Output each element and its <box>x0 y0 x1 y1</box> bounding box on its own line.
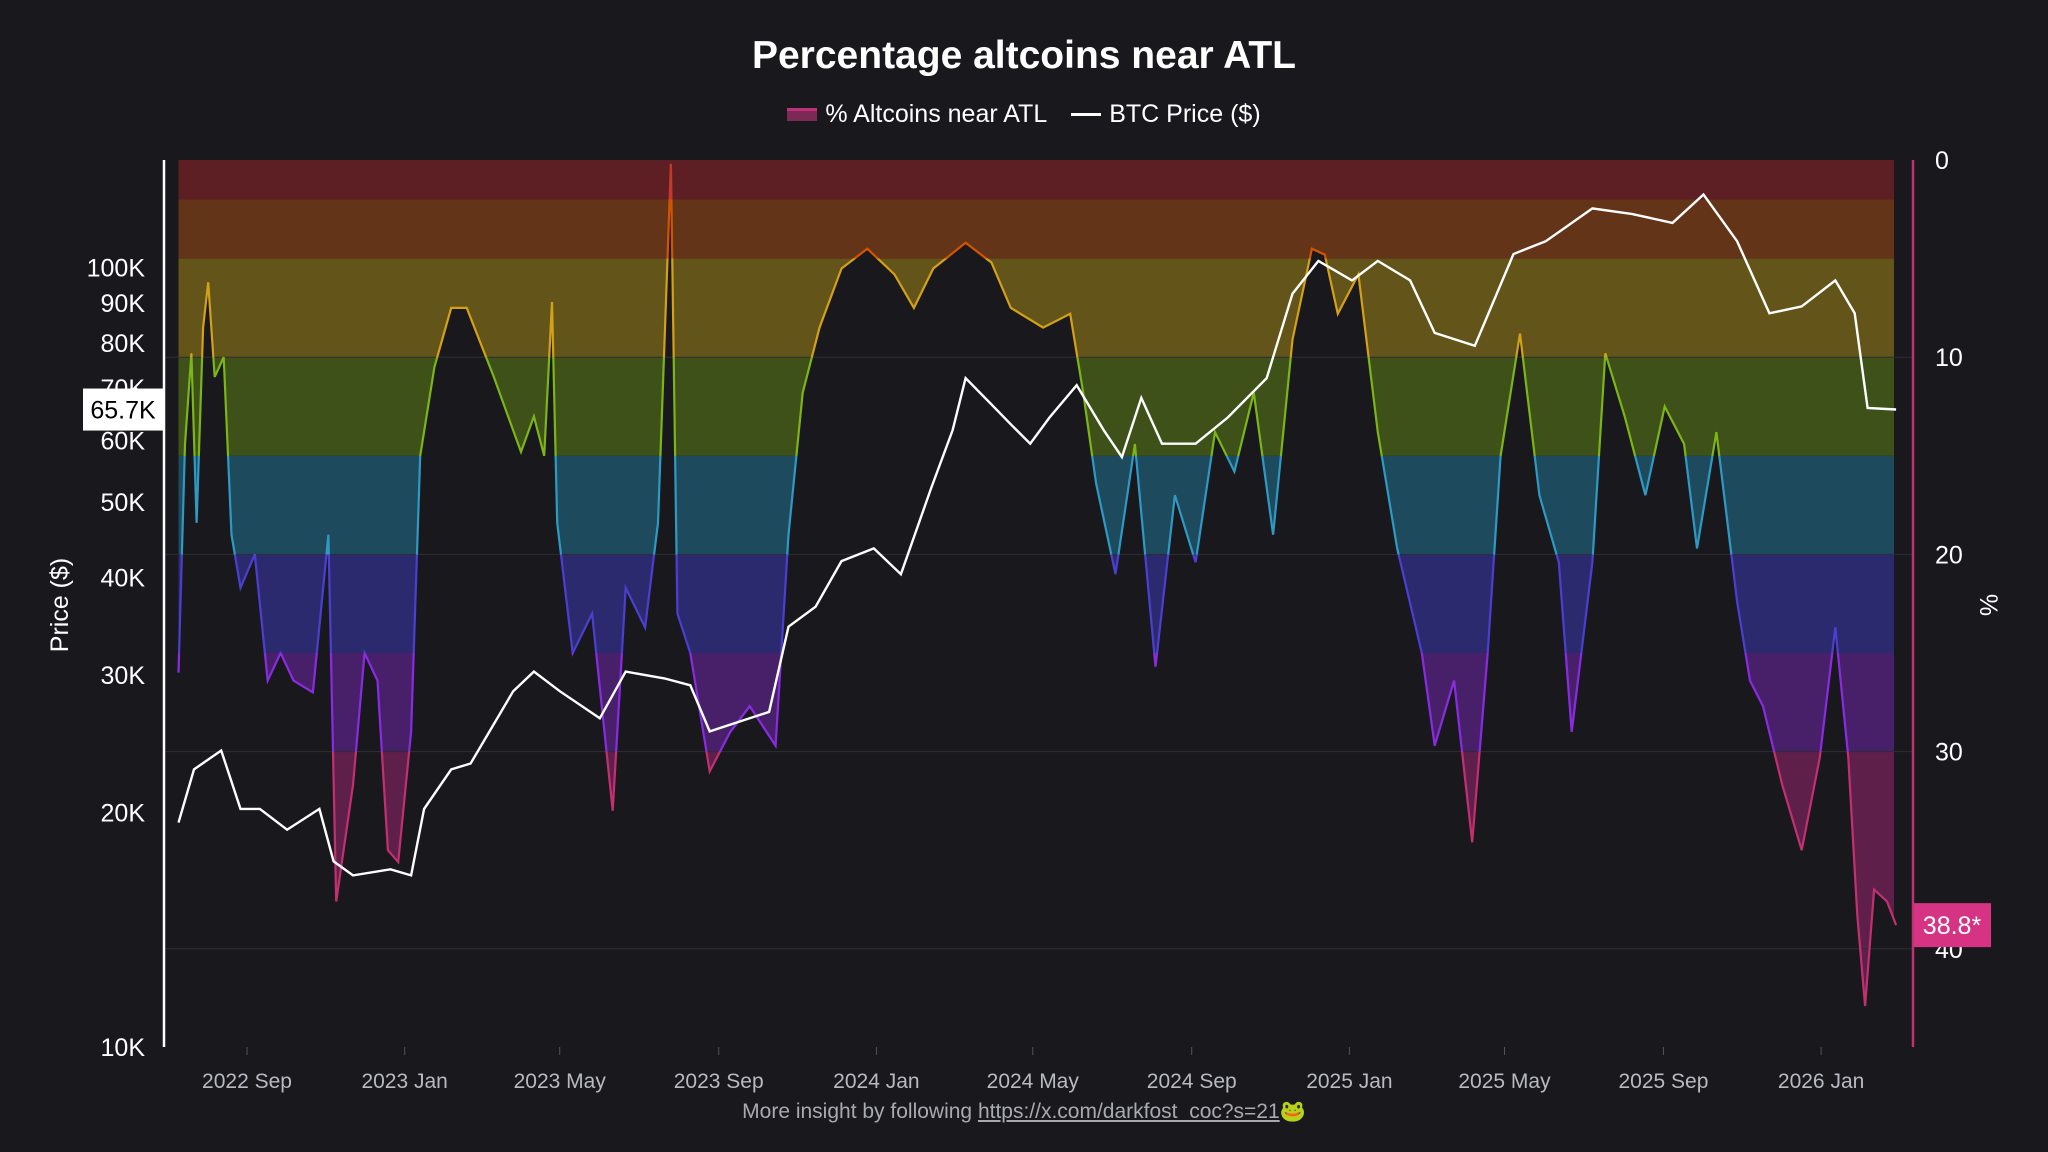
right-tick-label: 0 <box>1935 147 1949 175</box>
band-25-30 <box>178 653 1894 752</box>
legend-label-btc: BTC Price ($) <box>1109 100 1261 128</box>
legend-item-btc[interactable]: BTC Price ($) <box>1071 100 1261 129</box>
price-last-value-badge: 65.7K <box>83 388 164 431</box>
left-tick-label: 60K <box>101 427 146 455</box>
band-15-20 <box>178 455 1894 555</box>
left-tick-label: 50K <box>101 489 146 517</box>
footer-link[interactable]: https://x.com/darkfost_coc?s=21 <box>977 1100 1280 1123</box>
band-5-10 <box>178 258 1894 358</box>
band-20-25 <box>178 554 1894 653</box>
left-tick-label: 20K <box>101 799 146 827</box>
x-tick-label: 2025 May <box>1458 1070 1551 1093</box>
right-tick-label: 30 <box>1935 739 1963 767</box>
x-tick-label: 2024 Sep <box>1147 1070 1237 1093</box>
btc-price-line <box>177 192 1897 877</box>
left-tick-label: 80K <box>101 330 146 358</box>
left-tick-label: 90K <box>101 290 146 318</box>
legend-line-swatch <box>1071 113 1102 116</box>
band-30-45 <box>178 751 1894 1006</box>
legend: % Altcoins near ATL BTC Price ($) <box>0 100 2048 129</box>
footer-text: More insight by following <box>742 1100 978 1123</box>
x-tick-label: 2025 Jan <box>1306 1070 1392 1093</box>
legend-area-swatch <box>787 108 818 121</box>
band-10-15 <box>178 357 1894 456</box>
left-axis-title: Price ($) <box>46 558 74 652</box>
x-tick-label: 2023 May <box>514 1070 607 1093</box>
right-tick-label: 10 <box>1935 344 1963 372</box>
x-tick-label: 2025 Sep <box>1618 1070 1708 1093</box>
x-tick-label: 2023 Jan <box>361 1070 447 1093</box>
price-last-value: 65.7K <box>90 397 156 425</box>
percent-last-value-badge: 38.8* <box>1914 903 1991 948</box>
left-tick-label: 10K <box>101 1034 146 1062</box>
percent-last-value: 38.8* <box>1923 912 1982 940</box>
band-0-2 <box>178 160 1894 200</box>
x-tick-label: 2026 Jan <box>1778 1070 1864 1093</box>
altcoins-pct-line <box>177 163 1898 1007</box>
x-tick-label: 2024 May <box>987 1070 1080 1093</box>
x-tick-label: 2023 Sep <box>674 1070 764 1093</box>
left-tick-label: 100K <box>87 254 146 282</box>
right-axis-title: % <box>1974 594 2002 616</box>
x-tick-label: 2022 Sep <box>202 1070 292 1093</box>
left-tick-label: 40K <box>101 565 146 593</box>
chart-title: Percentage altcoins near ATL <box>751 34 1296 77</box>
frog-emoji-icon: 🐸 <box>1279 1100 1306 1123</box>
x-tick-label: 2024 Jan <box>833 1070 919 1093</box>
left-tick-label: 30K <box>101 662 146 690</box>
footer: More insight by following https://x.com/… <box>0 1100 2048 1124</box>
right-tick-label: 20 <box>1935 541 1963 569</box>
band-2-5 <box>178 199 1894 259</box>
legend-label-altcoins: % Altcoins near ATL <box>825 100 1048 128</box>
legend-item-altcoins[interactable]: % Altcoins near ATL <box>787 100 1047 129</box>
